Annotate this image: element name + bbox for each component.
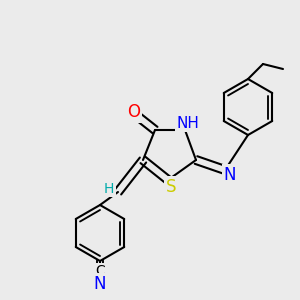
Text: N: N [94, 275, 106, 293]
Text: S: S [166, 178, 176, 196]
Text: N: N [224, 166, 236, 184]
Text: H: H [104, 182, 114, 196]
Text: O: O [128, 103, 140, 121]
Text: C: C [95, 264, 105, 278]
Text: NH: NH [177, 116, 200, 130]
